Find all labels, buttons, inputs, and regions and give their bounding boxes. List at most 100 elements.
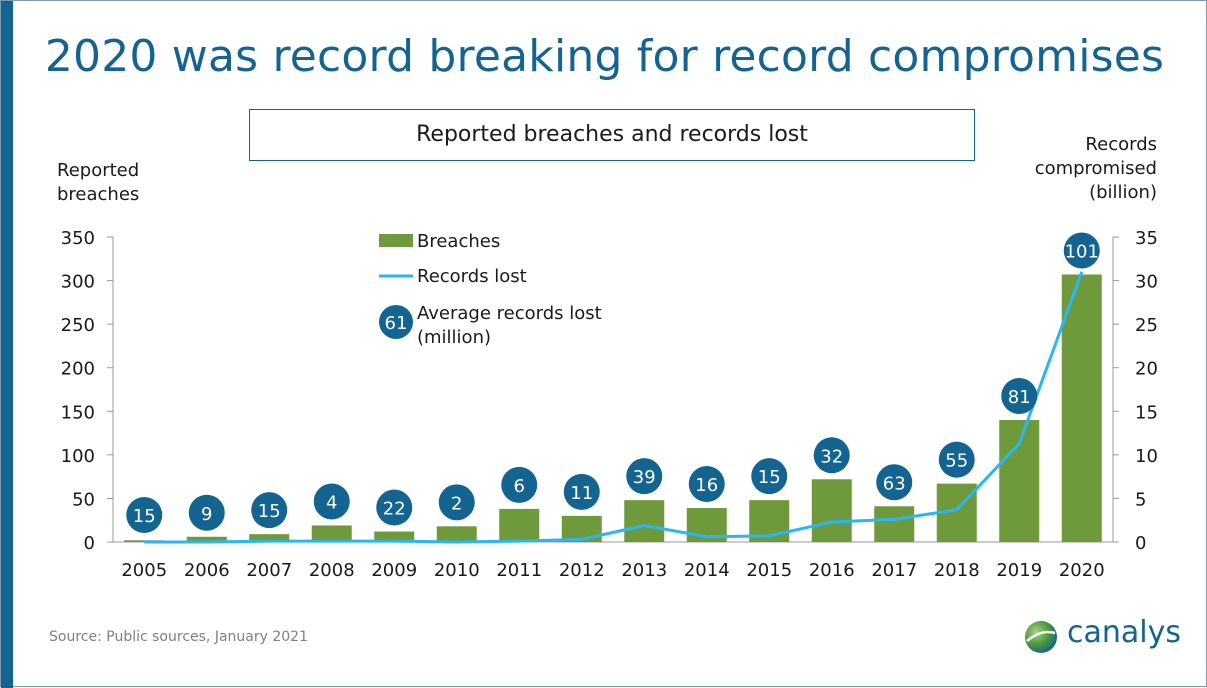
- page-title: 2020 was record breaking for record comp…: [44, 31, 1165, 82]
- bar: [874, 506, 915, 542]
- legend-label-breaches: Breaches: [417, 231, 500, 252]
- chart-legend: Breaches Records lost 61 Average records…: [379, 231, 602, 348]
- average-bubble-label: 15: [258, 501, 281, 522]
- average-bubble-label: 15: [133, 506, 156, 527]
- right-axis-title-line: Records: [1085, 134, 1157, 155]
- left-axis-title-line: breaches: [57, 184, 140, 205]
- average-bubble-label: 55: [945, 451, 968, 472]
- bar-series: [124, 274, 1102, 542]
- x-axis-tick-label: 2009: [371, 560, 417, 581]
- left-axis-tick-label: 50: [72, 489, 95, 510]
- average-bubble: [1001, 378, 1038, 414]
- average-bubble: [751, 458, 788, 495]
- left-axis-title: Reported breaches: [57, 159, 197, 207]
- bar: [624, 500, 665, 542]
- average-bubble-label: 32: [820, 446, 843, 467]
- left-axis-tick-label: 150: [61, 402, 95, 423]
- average-bubble: [251, 492, 288, 529]
- average-bubble-label: 16: [695, 475, 718, 496]
- x-axis-tick-label: 2019: [996, 560, 1042, 581]
- x-axis-tick-label: 2010: [434, 560, 480, 581]
- bar: [999, 420, 1040, 542]
- chart-subtitle: Reported breaches and records lost: [416, 122, 808, 147]
- bar: [311, 525, 352, 542]
- bar: [1061, 274, 1102, 542]
- right-axis-tick-label: 5: [1135, 489, 1146, 510]
- right-axis-tick-label: 20: [1135, 359, 1158, 380]
- average-bubble-label: 6: [514, 476, 525, 497]
- right-axis-title-line: compromised: [1034, 158, 1157, 179]
- x-axis-tick-label: 2005: [121, 560, 167, 581]
- legend-bubble-value: 61: [385, 313, 408, 334]
- source-note: Source: Public sources, January 2021: [49, 629, 308, 645]
- average-bubble: [126, 497, 163, 533]
- records-lost-line: [144, 271, 1084, 544]
- average-bubble-label: 81: [1008, 387, 1031, 408]
- legend-label-records-lost: Records lost: [417, 266, 527, 287]
- left-axis-tick-label: 100: [61, 446, 95, 467]
- left-axis-title-line: Reported: [57, 160, 140, 181]
- bar: [499, 508, 540, 542]
- x-axis-tick-label: 2011: [496, 560, 542, 581]
- average-bubble: [501, 466, 538, 503]
- average-bubble: [313, 483, 350, 520]
- right-axis-title: Records compromised (billion): [991, 133, 1157, 205]
- average-bubble: [1063, 232, 1100, 269]
- x-axis-tick-label: 2013: [621, 560, 667, 581]
- average-bubble: [938, 441, 975, 478]
- x-axis-tick-label: 2017: [871, 560, 917, 581]
- legend-label-average: Average records lost: [417, 303, 602, 324]
- average-bubble-label: 39: [633, 467, 656, 488]
- x-axis-tick-label: 2014: [684, 560, 730, 581]
- logo-text: canalys: [1067, 615, 1181, 650]
- bar: [374, 531, 415, 542]
- right-axis-tick-label: 10: [1135, 446, 1158, 467]
- legend-bubble: [379, 305, 413, 339]
- average-bubble-label: 9: [201, 504, 212, 525]
- right-axis-tick-label: 0: [1135, 533, 1146, 554]
- average-bubble: [626, 458, 663, 495]
- average-bubble: [813, 437, 850, 474]
- x-axis-tick-label: 2020: [1059, 560, 1105, 581]
- legend-label-average-unit: (million): [417, 327, 491, 348]
- x-axis-tick-label: 2015: [746, 560, 792, 581]
- average-bubble-label: 4: [326, 492, 337, 513]
- average-bubble-label: 15: [758, 467, 781, 488]
- bar: [186, 536, 227, 542]
- average-bubble: [188, 494, 225, 531]
- x-axis-tick-label: 2008: [309, 560, 355, 581]
- x-axis-tick-label: 2016: [809, 560, 855, 581]
- average-bubble-label: 101: [1065, 241, 1099, 262]
- x-axis-tick-label: 2018: [934, 560, 980, 581]
- bar: [436, 526, 477, 542]
- average-bubble-label: 63: [883, 473, 906, 494]
- left-axis-tick-label: 200: [61, 359, 95, 380]
- left-axis-tick-label: 250: [61, 315, 95, 336]
- average-bubble: [876, 464, 913, 501]
- right-axis-tick-label: 35: [1135, 228, 1158, 249]
- x-axis-tick-label: 2012: [559, 560, 605, 581]
- bar: [811, 479, 852, 542]
- right-axis-title-line: (billion): [1089, 182, 1157, 203]
- left-axis-tick-label: 300: [61, 272, 95, 293]
- x-axis-tick-label: 2006: [184, 560, 230, 581]
- left-axis-tick-label: 350: [61, 228, 95, 249]
- x-axis-tick-label: 2007: [246, 560, 292, 581]
- subtitle-box: Reported breaches and records lost: [249, 109, 975, 161]
- average-bubble: [688, 466, 725, 503]
- right-axis-tick-label: 15: [1135, 402, 1158, 423]
- average-bubble-label: 22: [383, 499, 406, 520]
- average-bubble: [438, 484, 475, 521]
- accent-bar: [1, 1, 13, 688]
- bar: [249, 534, 290, 542]
- average-bubble-label: 2: [451, 493, 462, 514]
- right-axis-tick-label: 25: [1135, 315, 1158, 336]
- average-bubble-label: 11: [570, 483, 593, 504]
- canalys-logo-icon: [1025, 621, 1057, 653]
- average-bubble: [563, 473, 600, 510]
- left-axis-tick-label: 0: [84, 533, 95, 554]
